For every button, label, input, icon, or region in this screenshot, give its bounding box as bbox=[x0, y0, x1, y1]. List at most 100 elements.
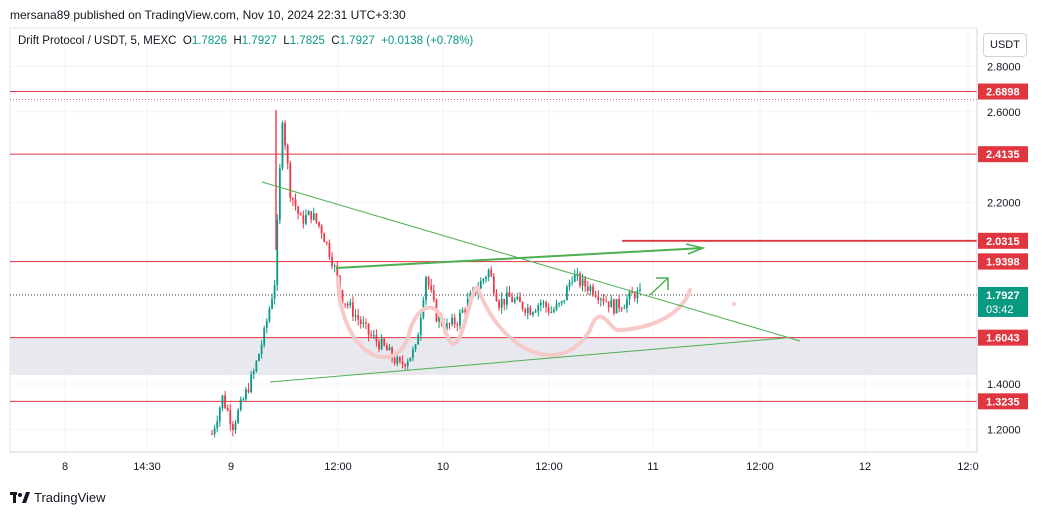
candle-body bbox=[297, 206, 300, 214]
candle-body bbox=[631, 291, 634, 294]
candle-body bbox=[268, 308, 271, 322]
tradingview-logo[interactable]: TradingView bbox=[10, 490, 106, 505]
candle-body bbox=[620, 308, 623, 310]
low-label: L bbox=[283, 35, 290, 47]
candle-body bbox=[273, 285, 276, 299]
candle-body bbox=[255, 360, 258, 372]
time-tick-label: 11 bbox=[647, 461, 658, 473]
channel-line bbox=[335, 247, 704, 269]
candle-body bbox=[526, 307, 529, 313]
candle-body bbox=[581, 278, 584, 286]
high-value: 1.7927 bbox=[241, 35, 277, 47]
candle-body bbox=[412, 349, 414, 358]
change-value: +0.0138 (+0.78%) bbox=[381, 35, 474, 47]
candle-body bbox=[555, 304, 558, 310]
candle-body bbox=[573, 274, 576, 282]
candle-body bbox=[503, 298, 506, 305]
candle-body bbox=[618, 298, 621, 309]
time-tick-label: 12:00 bbox=[324, 461, 352, 473]
candle-body bbox=[409, 357, 412, 362]
currency-button[interactable]: USDT bbox=[983, 33, 1027, 57]
close-label: C bbox=[331, 35, 340, 47]
candle-body bbox=[265, 321, 268, 328]
time-tick-label: 14:30 bbox=[133, 461, 161, 473]
candle-body bbox=[636, 290, 639, 299]
candle-body bbox=[401, 361, 404, 365]
candle-body bbox=[586, 286, 589, 291]
candle-body bbox=[524, 309, 527, 313]
candle-body bbox=[547, 307, 550, 313]
candle-body bbox=[357, 315, 360, 320]
candle-body bbox=[566, 286, 568, 301]
candle-body bbox=[252, 371, 255, 375]
candle-body bbox=[498, 301, 500, 308]
candle-body bbox=[396, 357, 399, 364]
candle-body bbox=[352, 302, 354, 317]
candle-body bbox=[370, 334, 373, 336]
price-level-tag-label: 2.4135 bbox=[986, 149, 1020, 161]
candle-body bbox=[521, 302, 524, 310]
time-tick-label: 10 bbox=[437, 461, 449, 473]
candle-body bbox=[281, 122, 284, 169]
candle-body bbox=[391, 347, 393, 359]
candle-body bbox=[299, 213, 302, 216]
candle-body bbox=[325, 242, 328, 244]
candle-body bbox=[602, 298, 605, 302]
candle-body bbox=[354, 315, 357, 317]
candle-body bbox=[633, 293, 636, 299]
publisher-info: mersana89 published on TradingView.com, … bbox=[10, 8, 406, 22]
candle-body bbox=[628, 291, 631, 300]
candle-body bbox=[427, 277, 430, 286]
candle-body bbox=[516, 296, 519, 300]
price-tick-label: 2.8000 bbox=[987, 62, 1021, 74]
candle-body bbox=[589, 286, 592, 291]
candle-body bbox=[385, 345, 388, 351]
price-tick-label: 2.2000 bbox=[987, 198, 1021, 210]
candle-body bbox=[500, 298, 503, 308]
support-zone-rect bbox=[10, 337, 977, 375]
price-chart[interactable]: 2.8000 2.6000 2.2000 1.4000 1.2000 2.6898 2.41… bbox=[0, 0, 1042, 482]
time-tick-label: 9 bbox=[228, 461, 234, 473]
candle-body bbox=[448, 323, 451, 325]
candle-body bbox=[432, 290, 435, 300]
header-bar: mersana89 published on TradingView.com, … bbox=[0, 0, 1042, 28]
arrow-head bbox=[685, 243, 706, 255]
candle-body bbox=[292, 197, 294, 200]
candle-body bbox=[576, 273, 579, 275]
candle-body bbox=[229, 410, 232, 425]
candle-body bbox=[305, 215, 307, 224]
candle-body bbox=[464, 309, 467, 312]
candle-body bbox=[213, 428, 216, 434]
price-tick-label: 1.2000 bbox=[987, 424, 1021, 436]
candle-body bbox=[626, 299, 628, 308]
time-tick-label: 12 bbox=[859, 461, 871, 473]
candle-body bbox=[539, 302, 542, 306]
candle-body bbox=[250, 374, 253, 392]
price-level-tag-label: 2.0315 bbox=[986, 236, 1020, 248]
candle-body bbox=[511, 296, 514, 303]
candle-body bbox=[607, 301, 610, 308]
tradingview-logo-icon bbox=[10, 491, 30, 503]
candle-body bbox=[492, 276, 495, 294]
candle-body bbox=[320, 225, 323, 234]
candle-body bbox=[239, 399, 242, 410]
candle-body bbox=[284, 122, 286, 146]
candle-body bbox=[571, 281, 574, 283]
candle-body bbox=[610, 299, 613, 308]
current-price-tag bbox=[978, 286, 1028, 317]
ohlc-legend: Drift Protocol / USDT, 5, MEXC O1.7826 H… bbox=[18, 35, 473, 47]
price-level-tag bbox=[978, 329, 1028, 346]
candle-body bbox=[263, 327, 266, 345]
price-level-tag-label: 1.9398 bbox=[986, 257, 1020, 269]
candle-body bbox=[479, 280, 482, 289]
candle-body bbox=[490, 269, 493, 277]
candle-body bbox=[341, 290, 344, 304]
candle-body bbox=[349, 302, 352, 306]
candle-body bbox=[245, 389, 247, 400]
candle-body bbox=[318, 221, 320, 226]
candle-body bbox=[226, 407, 229, 411]
candle-body bbox=[425, 277, 427, 301]
footer bbox=[0, 482, 1042, 515]
tradingview-brand: TradingView bbox=[34, 490, 106, 505]
candle-body bbox=[276, 220, 279, 286]
